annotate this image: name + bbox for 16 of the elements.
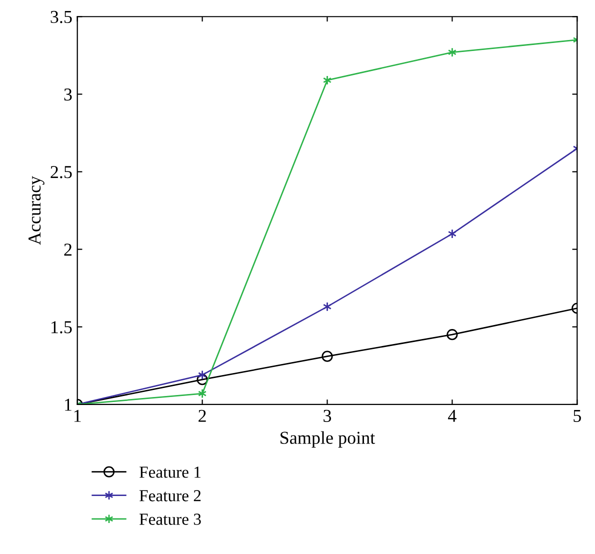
x-tick-label: 2	[198, 410, 206, 422]
legend-label: Feature 1	[139, 466, 200, 478]
y-tick-label: 3	[64, 88, 72, 101]
x-tick-label: 3	[324, 410, 332, 422]
x-tick-label: 1	[74, 410, 81, 422]
y-axis-title: Accuracy	[28, 176, 44, 245]
x-tick-label: 5	[574, 410, 581, 422]
x-axis-title: Sample point	[280, 431, 376, 448]
legend-label: Feature 3	[139, 514, 201, 525]
y-tick-label: 1.5	[52, 321, 72, 334]
x-tick-label: 4	[448, 410, 456, 422]
y-tick-label: 3.5	[50, 10, 72, 24]
y-tick-label: 1	[65, 398, 72, 411]
y-tick-label: 2	[64, 244, 72, 256]
y-tick-label: 2.5	[50, 166, 72, 178]
legend-label: Feature 2	[139, 490, 201, 502]
